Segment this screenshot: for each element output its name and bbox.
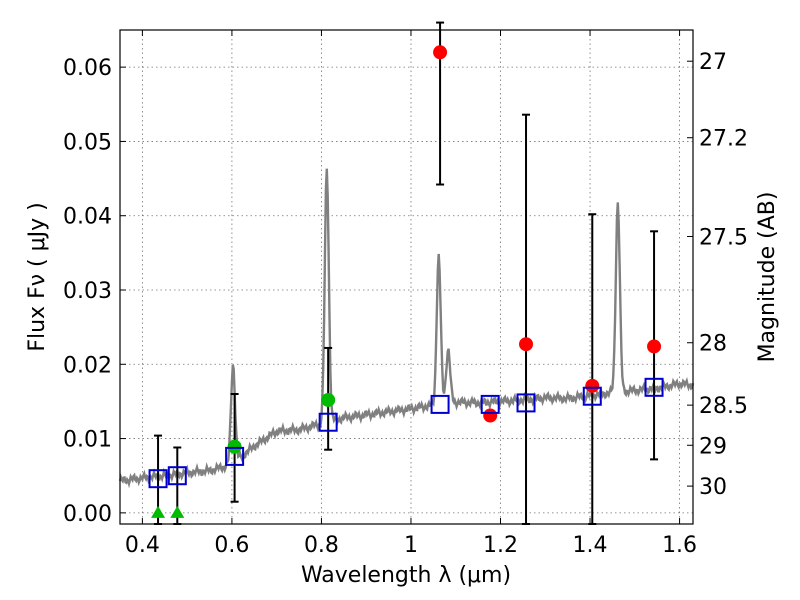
data-point-circle (647, 339, 662, 354)
x-tick-label: 0.6 (214, 533, 249, 558)
data-point-circle (585, 378, 600, 393)
model-point-square (430, 394, 450, 414)
data-point-circle (227, 439, 242, 454)
model-point-square (480, 394, 500, 414)
data-point-triangle (151, 505, 166, 518)
x-tick-label: 1.6 (662, 533, 697, 558)
y2-tick-label: 29 (699, 434, 727, 459)
data-point-circle (519, 337, 534, 352)
y2-tick-label: 28.5 (699, 394, 748, 419)
data-point-circle (433, 45, 448, 60)
y-tick-label: 0.04 (63, 205, 112, 230)
y-tick-label: 0.01 (63, 428, 112, 453)
y2-tick-label: 27 (699, 50, 727, 75)
y2-tick-label: 27.5 (699, 226, 748, 251)
model-point-square (644, 377, 664, 397)
x-tick-label: 1 (404, 533, 418, 558)
data-point-circle (321, 392, 336, 407)
y-tick-label: 0.05 (63, 130, 112, 155)
model-point-square (148, 469, 168, 489)
plot-frame (119, 29, 694, 525)
data-markers (148, 45, 664, 518)
y2-tick-label: 27.2 (699, 127, 748, 152)
data-point-circle (483, 408, 498, 423)
axis-ticks: 0.4 0.6 0.8 1 1.2 1.4 1.6 0.00 0.01 0.02 0.03 0.04 0… (63, 30, 748, 558)
y2-axis-title: Magnitude (AB) (755, 192, 780, 363)
model-point-square (516, 393, 536, 413)
x-tick-label: 0.4 (125, 533, 160, 558)
y-tick-label: 0.03 (63, 279, 112, 304)
x-axis-title: Wavelength λ (μm) (301, 563, 511, 588)
y-axis-title: Flux Fν ( μJy ) (25, 202, 50, 351)
data-point-triangle (170, 505, 185, 518)
x-tick-label: 1.2 (483, 533, 518, 558)
x-tick-label: 0.8 (304, 533, 339, 558)
y-tick-label: 0.06 (63, 56, 112, 81)
model-point-square (167, 466, 187, 486)
y2-tick-label: 28 (699, 332, 727, 357)
y-tick-label: 0.00 (63, 502, 112, 527)
y-tick-label: 0.02 (63, 353, 112, 378)
model-point-square (225, 446, 245, 466)
y2-tick-label: 30 (699, 475, 727, 500)
model-sed-spectrum (118, 168, 695, 489)
grid-lines (120, 30, 693, 524)
model-point-square (582, 386, 602, 406)
model-point-square (318, 412, 338, 432)
sed-line (118, 168, 695, 489)
x-tick-label: 1.4 (573, 533, 608, 558)
